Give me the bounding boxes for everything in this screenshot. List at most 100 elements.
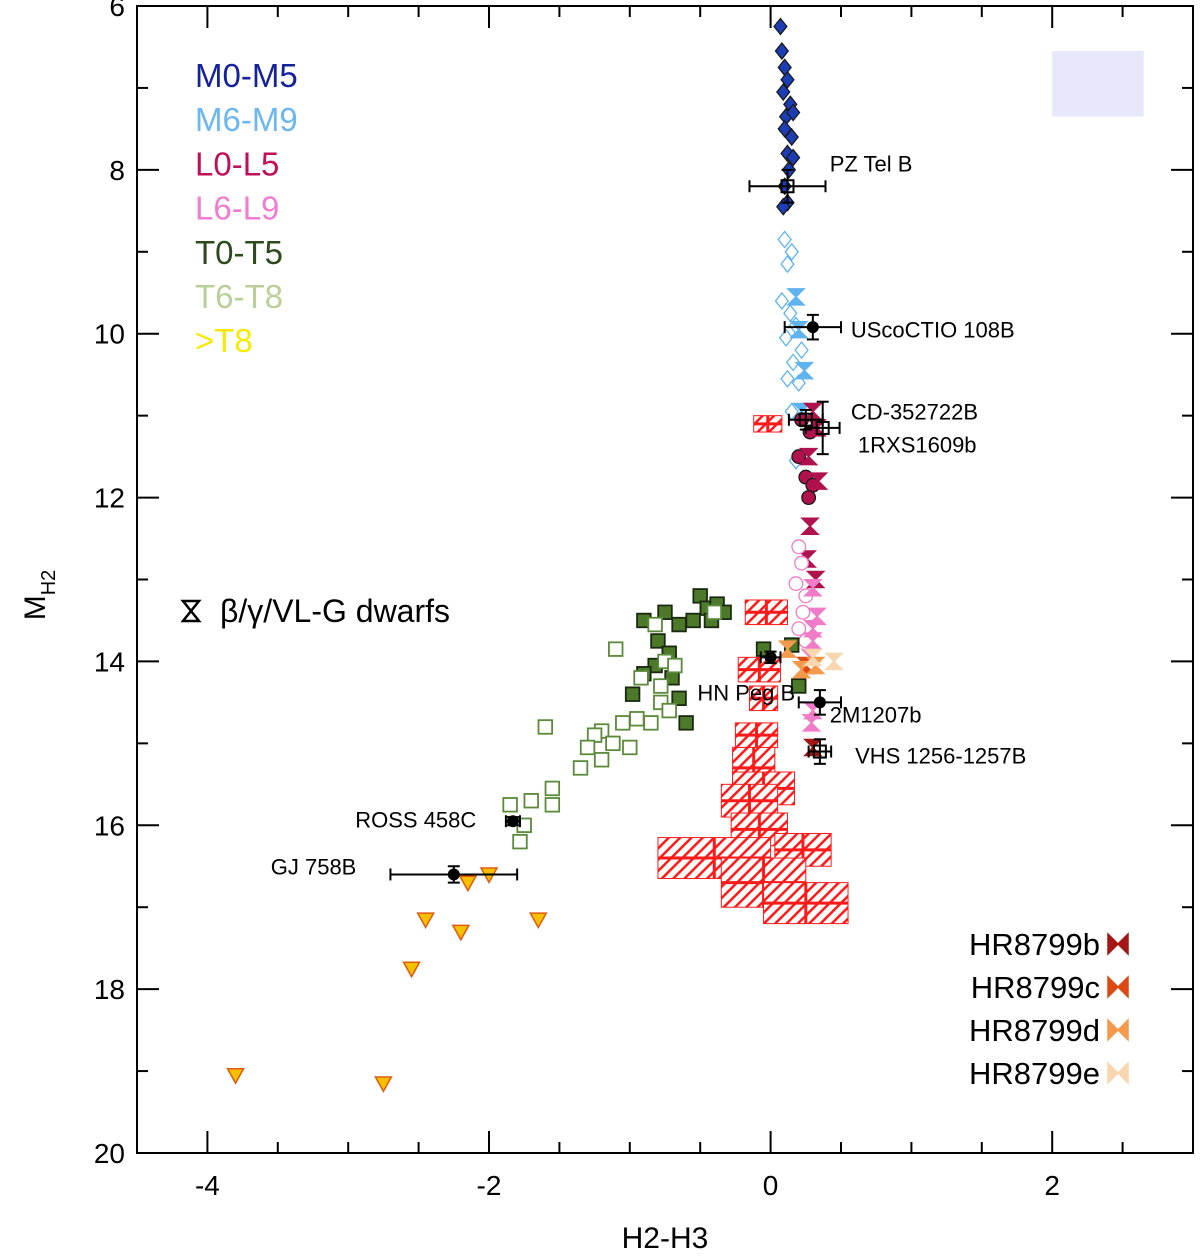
y-tick-label: 16 bbox=[94, 810, 125, 841]
series-point-hr8799e bbox=[824, 652, 844, 671]
series-point-t6-t8 bbox=[633, 670, 649, 686]
object-label: PZ Tel B bbox=[830, 151, 913, 176]
y-tick-label: 18 bbox=[94, 974, 125, 1005]
y-tick-label: 12 bbox=[94, 483, 125, 514]
axes-layer: 6 8 10 12 14 16 18 20 -4 -2 0 2 bbox=[94, 0, 1194, 1201]
series-point-m0-m5 bbox=[785, 148, 801, 167]
legend-spectral-entry: L0-L5 bbox=[195, 145, 279, 182]
series-point-t6-t8 bbox=[544, 780, 561, 797]
legend-spectral-entry: M0-M5 bbox=[195, 57, 298, 94]
series-point-t6-t8 bbox=[653, 678, 669, 694]
legend-planet-marker bbox=[1107, 1018, 1129, 1042]
series-point-m0-m5 bbox=[776, 82, 791, 102]
series-point--t8 bbox=[226, 1068, 245, 1085]
x-tick-label: -4 bbox=[195, 1170, 220, 1201]
object-marker bbox=[806, 321, 819, 334]
legend-spectral-entry: T0-T5 bbox=[195, 234, 283, 271]
legend-gravity-label: β/γ/VL-G dwarfs bbox=[220, 593, 450, 629]
series-point--t8 bbox=[374, 1076, 393, 1093]
object-label: GJ 758B bbox=[271, 854, 357, 879]
series-point-m0-m5 bbox=[780, 70, 795, 89]
series-point-t6-t8 bbox=[706, 604, 722, 620]
series-point-l6-l9 bbox=[788, 576, 804, 592]
series-point-l0-l5 bbox=[801, 490, 817, 506]
legend-planet-marker bbox=[1107, 932, 1129, 956]
series-point--t8 bbox=[451, 924, 471, 942]
series-point-t6-t8 bbox=[667, 657, 683, 674]
y-tick-label: 14 bbox=[94, 646, 125, 677]
legend-planet-label: HR8799c bbox=[971, 970, 1100, 1005]
object-label: CD-352722B bbox=[851, 400, 978, 425]
series-point-t0-t5 bbox=[678, 715, 694, 731]
series-point-t6-t8 bbox=[647, 616, 663, 633]
y-tick-label: 8 bbox=[109, 155, 125, 186]
series-point-t0-t5 bbox=[650, 633, 666, 649]
object-marker bbox=[813, 696, 826, 709]
x-tick-label: 0 bbox=[763, 1170, 779, 1201]
series-point-m6-m9 bbox=[780, 369, 795, 388]
series-point--t8 bbox=[416, 912, 435, 930]
x-tick-label: -2 bbox=[477, 1170, 502, 1201]
object-label: 1RXS1609b bbox=[858, 432, 977, 457]
legend-spectral-entry: T6-T8 bbox=[195, 278, 283, 315]
objects-layer: PZ Tel B UScoCTIO 108B CD-352722B 1RXS1609b… bbox=[271, 151, 1026, 884]
series-point-m0-m5 bbox=[784, 128, 799, 147]
series-point-l6-l9 bbox=[795, 604, 811, 620]
series-point-t0-t5 bbox=[685, 612, 701, 629]
legend-color-box bbox=[1052, 51, 1144, 117]
series-point-m6-m9 bbox=[785, 353, 801, 372]
legend-planet-marker bbox=[1107, 1061, 1129, 1085]
series-point-m6-m9-young bbox=[786, 288, 806, 306]
series-point-m6-m9 bbox=[780, 255, 795, 274]
y-tick-label: 10 bbox=[94, 319, 125, 350]
legend-planets: HR8799b HR8799c HR8799d HR8799e bbox=[969, 927, 1129, 1091]
series-point-m6-m9 bbox=[784, 242, 799, 261]
model-points-layer bbox=[657, 415, 849, 925]
series-point-t6-t8 bbox=[661, 702, 677, 719]
series-point-t6-t8 bbox=[544, 797, 561, 813]
plot-frame bbox=[136, 5, 1194, 1154]
series-point-l0-l5-young bbox=[808, 472, 829, 490]
x-axis-title: H2-H3 bbox=[622, 1222, 709, 1255]
series-point-t6-t8 bbox=[512, 833, 528, 850]
legend-spectral-entry: M6-M9 bbox=[195, 101, 298, 138]
series-point-m6-m9-young bbox=[788, 320, 809, 339]
legend-spectral-entry: >T8 bbox=[195, 322, 253, 359]
object-marker bbox=[447, 868, 460, 881]
series-point-t6-t8 bbox=[579, 739, 596, 756]
series-point--t8 bbox=[458, 875, 478, 893]
series-point-t6-t8 bbox=[608, 641, 624, 657]
object-marker bbox=[764, 651, 777, 664]
series-point--t8 bbox=[402, 961, 421, 979]
series-point-t6-t8 bbox=[605, 735, 621, 752]
series-point-m6-m9-young bbox=[794, 361, 815, 380]
series-point-t6-t8 bbox=[537, 719, 554, 735]
series-point-t6-t8 bbox=[523, 793, 539, 809]
legend-gravity: β/γ/VL-G dwarfs bbox=[180, 593, 450, 629]
series-point-m6-m9 bbox=[794, 341, 809, 360]
series-point-hr8799e bbox=[803, 648, 823, 667]
series-point--t8 bbox=[529, 912, 548, 930]
series-point-t6-t8 bbox=[629, 711, 645, 727]
legend-spectral-entry: L6-L9 bbox=[195, 190, 279, 227]
series-point-l6-l9 bbox=[794, 555, 810, 571]
series-point-l0-l5-young bbox=[798, 447, 819, 466]
series-point-t6-t8 bbox=[615, 715, 631, 731]
series-point-t0-t5 bbox=[671, 690, 687, 706]
series-point-m6-m9 bbox=[774, 291, 790, 310]
series-point-m6-m9 bbox=[778, 328, 794, 347]
series-point-m0-m5 bbox=[785, 103, 801, 122]
series-point-t6-t8 bbox=[502, 797, 518, 813]
bowtie-legend-icon bbox=[180, 599, 202, 623]
object-label: ROSS 458C bbox=[355, 808, 476, 833]
series-point-t0-t5 bbox=[624, 686, 641, 702]
y-tick-label: 20 bbox=[94, 1138, 125, 1169]
legend-planet-label: HR8799b bbox=[969, 927, 1100, 962]
legend-planet-label: HR8799e bbox=[969, 1056, 1100, 1091]
series-point-l6-l9-young bbox=[803, 578, 823, 597]
series-point-t6-t8 bbox=[572, 760, 589, 776]
series-point-m0-m5 bbox=[774, 42, 790, 61]
series-point-t6-t8 bbox=[622, 739, 638, 756]
series-point-l6-l9-young bbox=[803, 619, 823, 638]
